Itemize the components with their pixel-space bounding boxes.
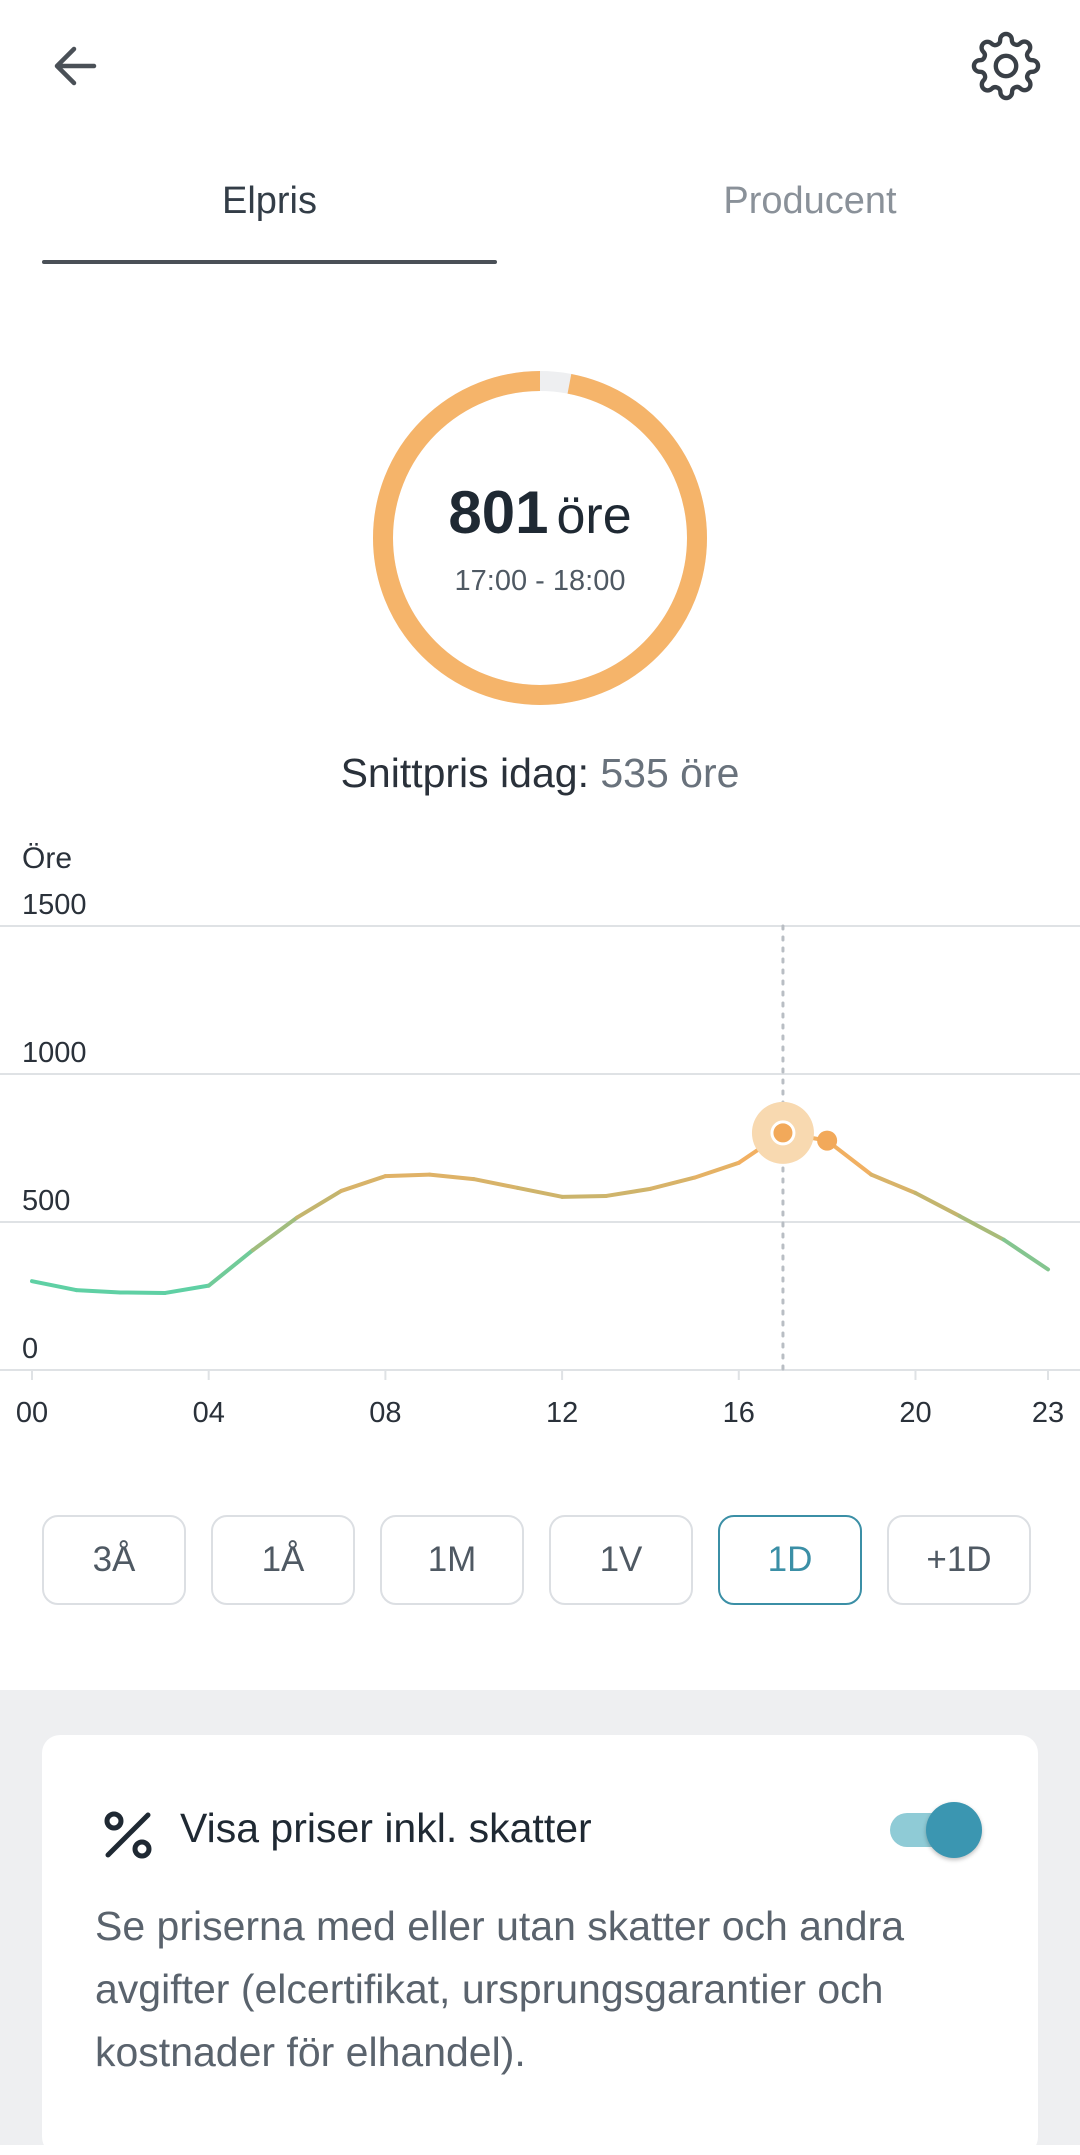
range-selector: 3Å 1Å 1M 1V 1D +1D [42, 1515, 1038, 1609]
range-button-plus1d[interactable]: +1D [887, 1515, 1031, 1605]
gauge-fill [373, 371, 707, 705]
series-line-segment [250, 1215, 300, 1253]
back-button[interactable] [40, 30, 112, 102]
average-price-value: 535 öre [600, 750, 740, 796]
x-tick-label: 04 [193, 1397, 225, 1429]
series-line-segment [560, 1193, 609, 1199]
chart-y-axis-label: Öre [22, 842, 73, 875]
tax-toggle-knob [926, 1802, 982, 1858]
arrow-left-icon [54, 46, 97, 86]
current-price-unit: öre [556, 487, 632, 545]
series-line-segment [118, 1290, 167, 1296]
tax-toggle[interactable] [890, 1802, 982, 1858]
range-button-1d[interactable]: 1D [718, 1515, 862, 1605]
y-tick-label: 1000 [22, 1037, 87, 1069]
series-line-segment [74, 1288, 123, 1295]
highlight-point [770, 1120, 796, 1146]
gear-icon [971, 31, 1041, 101]
series-line-segment [339, 1174, 388, 1193]
range-button-1w[interactable]: 1V [549, 1515, 693, 1605]
x-tick-label: 08 [369, 1397, 401, 1429]
series-line-segment [383, 1172, 432, 1179]
current-price: 801 öre [370, 478, 710, 547]
tab-elpris[interactable]: Elpris [221, 180, 318, 222]
series-line-segment [295, 1188, 344, 1220]
y-tick-label: 0 [22, 1333, 38, 1365]
series-line-segment [692, 1160, 741, 1180]
series-line-segment [869, 1172, 918, 1195]
range-button-1y[interactable]: 1Å [211, 1515, 355, 1605]
series-line-segment [427, 1172, 476, 1182]
current-price-time: 17:00 - 18:00 [454, 565, 626, 597]
average-price-label: Snittpris idag: [340, 750, 589, 796]
series-line-segment [957, 1214, 1006, 1242]
tab-bar: Elpris Producent [0, 160, 1080, 270]
series-line-segment [604, 1186, 653, 1198]
series-line-segment [206, 1248, 255, 1288]
tax-card-title: Visa priser inkl. skatter [180, 1805, 592, 1851]
price-gauge [373, 371, 707, 705]
y-tick-label: 500 [22, 1185, 70, 1217]
x-tick-label: 20 [899, 1397, 931, 1429]
tab-producent[interactable]: Producent [723, 180, 897, 222]
x-tick-label: 00 [16, 1397, 48, 1429]
current-price-value: 801 [448, 479, 549, 546]
settings-button[interactable] [966, 30, 1046, 102]
series-line-segment [1001, 1237, 1050, 1272]
series-line-segment [30, 1279, 79, 1293]
top-bar [0, 0, 1080, 130]
range-button-3y[interactable]: 3Å [42, 1515, 186, 1605]
active-tab-indicator [42, 260, 497, 264]
series-line-segment [913, 1190, 962, 1219]
x-tick-label: 16 [723, 1397, 755, 1429]
series-line-segment [162, 1283, 211, 1296]
data-point [817, 1130, 838, 1151]
series-line-segment [648, 1175, 697, 1191]
x-tick-label: 12 [546, 1397, 578, 1429]
percent-icon [104, 1811, 152, 1859]
tax-card-description: Se priserna med eller utan skatter och a… [95, 1903, 905, 2075]
y-tick-label: 1500 [22, 889, 87, 921]
series-line-segment [471, 1177, 520, 1190]
range-button-1m[interactable]: 1M [380, 1515, 524, 1605]
tax-card [42, 1735, 1038, 2155]
x-tick-label: 23 [1032, 1397, 1064, 1429]
average-price: Snittpris idag: 535 öre [0, 750, 1080, 797]
series-line-segment [515, 1185, 565, 1199]
